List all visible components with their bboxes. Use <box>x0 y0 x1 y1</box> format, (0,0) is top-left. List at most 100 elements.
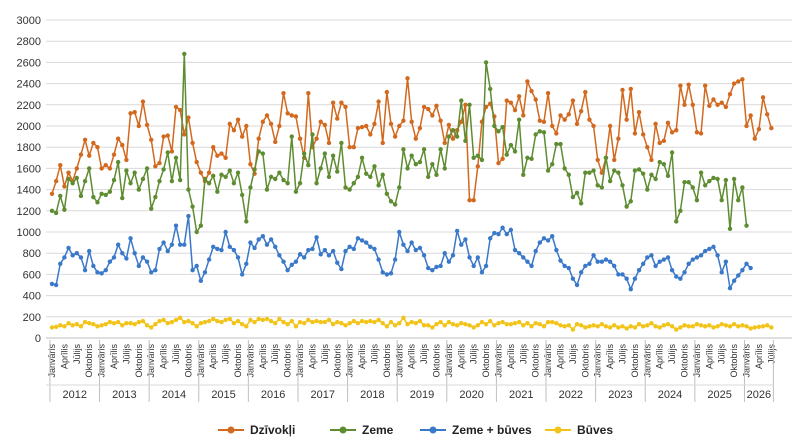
series-zeme-būves <box>49 213 753 292</box>
data-point <box>496 231 501 237</box>
data-point <box>401 315 406 321</box>
data-point <box>82 267 88 273</box>
data-point <box>58 163 63 168</box>
data-point <box>120 251 125 256</box>
data-point <box>53 282 59 288</box>
x-year-label: 2021 <box>509 389 533 401</box>
data-point <box>715 176 720 182</box>
data-point <box>322 319 328 325</box>
x-month-label: Janvāris <box>295 344 305 378</box>
data-point <box>467 323 472 328</box>
data-point <box>492 230 497 236</box>
data-point <box>479 270 485 275</box>
data-point <box>657 259 662 264</box>
data-point <box>715 324 720 329</box>
data-point <box>384 191 390 197</box>
data-point <box>256 316 261 322</box>
data-point <box>475 255 481 260</box>
data-point <box>550 123 555 129</box>
data-point <box>248 240 253 245</box>
legend-swatch-marker <box>227 426 235 434</box>
data-point <box>678 276 683 281</box>
legend-item: Dzīvokļi <box>218 423 295 437</box>
data-point <box>508 142 514 148</box>
data-point <box>698 170 704 175</box>
data-point <box>49 208 55 213</box>
data-point <box>665 322 671 327</box>
data-point <box>554 320 559 326</box>
data-point <box>591 253 596 258</box>
x-year-label: 2023 <box>608 389 632 401</box>
data-point <box>483 322 489 327</box>
data-point <box>397 229 402 235</box>
data-point <box>459 119 464 124</box>
data-point <box>698 323 704 328</box>
data-point <box>273 139 278 145</box>
x-month-label: Jūlijs <box>72 344 82 365</box>
data-point <box>690 324 695 329</box>
data-point <box>128 111 133 116</box>
data-point <box>380 320 385 326</box>
data-point <box>306 163 311 168</box>
data-point <box>475 323 481 328</box>
data-point <box>711 325 716 330</box>
x-month-label: Oktobris <box>481 344 491 378</box>
data-point <box>190 204 195 209</box>
data-point <box>731 176 737 182</box>
data-point <box>235 318 241 324</box>
data-point <box>392 134 398 139</box>
series-būves <box>49 315 774 332</box>
data-point <box>285 322 290 327</box>
data-point <box>401 147 406 152</box>
x-month-label: Janvāris <box>642 344 652 378</box>
data-point <box>463 138 468 144</box>
data-point <box>335 116 340 121</box>
data-point <box>392 257 398 262</box>
x-month-label: Janvāris <box>345 344 355 378</box>
x-month-label: Oktobris <box>431 344 441 378</box>
data-point <box>157 318 162 324</box>
data-point <box>144 122 150 128</box>
x-month-label: Janvāris <box>742 344 752 378</box>
data-point <box>111 320 117 326</box>
data-point <box>665 173 671 179</box>
x-year-label: 2012 <box>62 389 86 401</box>
data-point <box>314 181 319 186</box>
x-year-label: 2020 <box>459 389 483 401</box>
data-point <box>591 168 596 173</box>
data-point <box>173 223 179 228</box>
data-point <box>574 121 580 127</box>
data-point <box>306 247 311 253</box>
data-point <box>566 172 571 177</box>
data-point <box>165 150 170 155</box>
data-point <box>566 112 571 117</box>
data-point <box>95 324 100 329</box>
data-point <box>165 320 170 326</box>
data-point <box>545 319 551 325</box>
data-point <box>194 229 199 235</box>
data-point <box>661 257 667 262</box>
x-year-label: 2024 <box>658 389 682 401</box>
data-point <box>665 255 671 260</box>
data-point <box>74 166 80 171</box>
data-point <box>409 119 414 124</box>
data-point <box>748 113 753 118</box>
data-point <box>417 125 423 131</box>
data-point <box>525 259 530 264</box>
x-month-label: Jūlijs <box>518 344 528 365</box>
data-point <box>616 170 621 175</box>
data-point <box>66 170 71 175</box>
data-point <box>49 325 55 330</box>
data-point <box>157 246 162 252</box>
data-point <box>91 140 96 146</box>
data-point <box>111 255 117 260</box>
data-point <box>719 322 724 327</box>
legend-label: Zeme + būves <box>452 423 532 437</box>
data-point <box>347 320 352 326</box>
data-point <box>397 320 402 326</box>
data-point <box>595 183 600 188</box>
data-point <box>682 102 687 108</box>
data-point <box>227 244 232 250</box>
data-point <box>653 324 658 329</box>
data-point <box>53 324 59 330</box>
